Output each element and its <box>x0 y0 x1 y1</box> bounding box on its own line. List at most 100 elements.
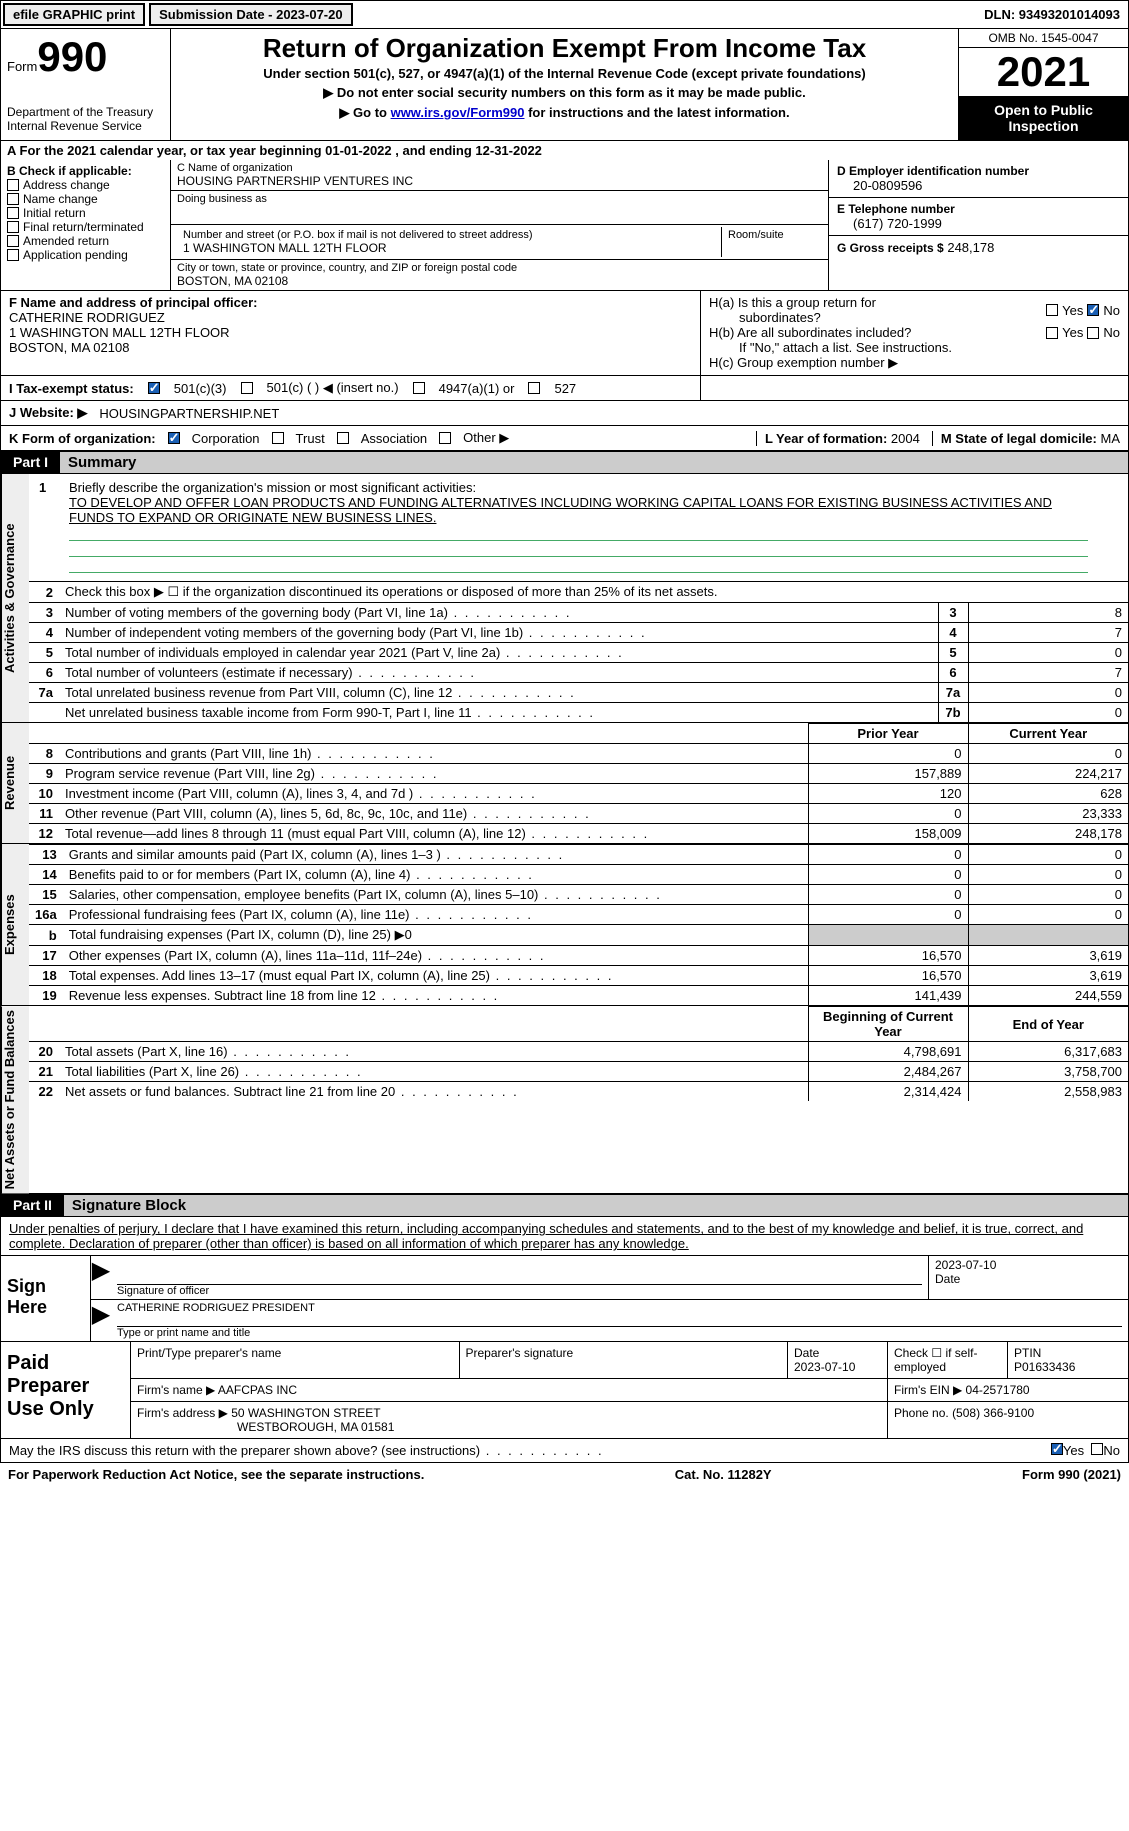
line-text: Total expenses. Add lines 13–17 (must eq… <box>63 966 808 986</box>
section-fh: F Name and address of principal officer:… <box>0 291 1129 376</box>
firm-addr2: WESTBOROUGH, MA 01581 <box>237 1420 394 1434</box>
opt-501c: 501(c) ( ) ◀ (insert no.) <box>267 380 399 396</box>
officer-label: F Name and address of principal officer: <box>9 295 692 310</box>
grey-cell <box>808 925 968 946</box>
part1-label: Part I <box>1 452 60 473</box>
ha-label2: subordinates? <box>739 310 876 325</box>
chk-label: Name change <box>23 192 98 206</box>
line-text: Total assets (Part X, line 16) <box>59 1042 808 1062</box>
part1-title: Summary <box>60 452 1128 473</box>
vtab-governance: Activities & Governance <box>1 474 29 722</box>
line-text: Total revenue—add lines 8 through 11 (mu… <box>59 824 808 844</box>
signer-name: CATHERINE RODRIGUEZ PRESIDENT <box>117 1302 1122 1314</box>
line-num: b <box>29 925 63 946</box>
line-num: 9 <box>29 764 59 784</box>
section-klm: K Form of organization: Corporation Trus… <box>0 426 1129 451</box>
chk-final-return[interactable]: Final return/terminated <box>7 220 164 234</box>
irs-link[interactable]: www.irs.gov/Form990 <box>391 105 525 120</box>
section-j: J Website: ▶ HOUSINGPARTNERSHIP.NET <box>0 401 1129 426</box>
prior-value: 0 <box>808 905 968 925</box>
chk-label: Address change <box>23 178 110 192</box>
form-title: Return of Organization Exempt From Incom… <box>179 33 950 64</box>
website-value: HOUSINGPARTNERSHIP.NET <box>99 406 279 421</box>
chk-amended[interactable]: Amended return <box>7 234 164 248</box>
ein-label: Firm's EIN ▶ <box>894 1383 962 1397</box>
line-num: 12 <box>29 824 59 844</box>
section-h: H(a) Is this a group return for subordin… <box>701 291 1128 375</box>
prior-value: 0 <box>808 744 968 764</box>
ptin-label: PTIN <box>1014 1346 1041 1360</box>
part2-header: Part II Signature Block <box>0 1194 1129 1217</box>
prior-value: 120 <box>808 784 968 804</box>
begin-value: 2,314,424 <box>808 1082 968 1102</box>
current-value: 628 <box>968 784 1128 804</box>
line-text: Number of independent voting members of … <box>59 623 938 643</box>
vtab-expenses: Expenses <box>1 844 29 1005</box>
opt-527: 527 <box>554 381 576 396</box>
chk-label: Initial return <box>23 206 86 220</box>
line-num: 10 <box>29 784 59 804</box>
ha-no-checked[interactable] <box>1087 304 1099 316</box>
vtab-revenue: Revenue <box>1 723 29 843</box>
opt-4947: 4947(a)(1) or <box>439 381 515 396</box>
firm-ein: 04-2571780 <box>966 1383 1030 1397</box>
prior-value: 0 <box>808 845 968 865</box>
begin-value: 2,484,267 <box>808 1062 968 1082</box>
line-text: Contributions and grants (Part VIII, lin… <box>59 744 808 764</box>
sections-bcd: B Check if applicable: Address change Na… <box>0 160 1129 291</box>
line-box: 4 <box>938 623 968 643</box>
chk-pending[interactable]: Application pending <box>7 248 164 262</box>
line-box: 3 <box>938 603 968 623</box>
part1-header: Part I Summary <box>0 451 1129 474</box>
chk-name-change[interactable]: Name change <box>7 192 164 206</box>
chk-corp[interactable] <box>168 432 180 444</box>
line-value: 0 <box>968 683 1128 703</box>
line-text: Total number of volunteers (estimate if … <box>59 663 938 683</box>
current-value: 244,559 <box>968 986 1128 1006</box>
chk-label: Application pending <box>23 248 128 262</box>
efile-print-button[interactable]: efile GRAPHIC print <box>3 3 145 26</box>
prior-year-header: Prior Year <box>808 724 968 744</box>
sign-date-value: 2023-07-10 <box>935 1258 1122 1272</box>
section-b-label: B Check if applicable: <box>7 164 164 178</box>
chk-address-change[interactable]: Address change <box>7 178 164 192</box>
year-formation: 2004 <box>891 431 920 446</box>
line-text: Number of voting members of the governin… <box>59 603 938 623</box>
form-prefix: Form <box>7 59 37 74</box>
officer-signature: Signature of officer <box>111 1256 928 1299</box>
netassets-table: Beginning of Current YearEnd of Year20To… <box>29 1006 1128 1101</box>
line-num: 16a <box>29 905 63 925</box>
line-num: 22 <box>29 1082 59 1102</box>
mission-text: TO DEVELOP AND OFFER LOAN PRODUCTS AND F… <box>69 495 1052 525</box>
officer-name-title: CATHERINE RODRIGUEZ PRESIDENT Type or pr… <box>111 1300 1128 1341</box>
hb-label: H(b) Are all subordinates included? <box>709 325 911 340</box>
submission-date-button[interactable]: Submission Date - 2023-07-20 <box>149 3 353 26</box>
discuss-yes-chk[interactable] <box>1051 1443 1063 1455</box>
form-header: Form990 Department of the Treasury Inter… <box>0 29 1129 140</box>
firm-name: AAFCPAS INC <box>218 1383 297 1397</box>
section-f: F Name and address of principal officer:… <box>1 291 701 375</box>
line-num: 3 <box>29 603 59 623</box>
firm-phone-label: Phone no. <box>894 1406 949 1420</box>
section-c: C Name of organization HOUSING PARTNERSH… <box>171 160 828 290</box>
footer-left: For Paperwork Reduction Act Notice, see … <box>8 1467 424 1482</box>
firm-phone: (508) 366-9100 <box>952 1406 1034 1420</box>
section-d: D Employer identification number 20-0809… <box>828 160 1128 290</box>
current-value: 0 <box>968 845 1128 865</box>
officer-name: CATHERINE RODRIGUEZ <box>9 310 692 325</box>
officer-addr1: 1 WASHINGTON MALL 12TH FLOOR <box>9 325 692 340</box>
line-text: Investment income (Part VIII, column (A)… <box>59 784 808 804</box>
line-num <box>29 703 59 723</box>
sign-here-block: Sign Here ▶ Signature of officer 2023-07… <box>0 1255 1129 1342</box>
discuss-no: No <box>1103 1443 1120 1458</box>
line-num: 5 <box>29 643 59 663</box>
line-value: 0 <box>968 643 1128 663</box>
opt-other: Other ▶ <box>463 430 509 446</box>
addr-label: Number and street (or P.O. box if mail i… <box>183 229 715 241</box>
chk-501c3[interactable] <box>148 382 160 394</box>
current-value: 0 <box>968 865 1128 885</box>
chk-initial-return[interactable]: Initial return <box>7 206 164 220</box>
domicile: MA <box>1101 431 1121 446</box>
prior-value: 16,570 <box>808 946 968 966</box>
sign-here-label: Sign Here <box>1 1256 91 1341</box>
